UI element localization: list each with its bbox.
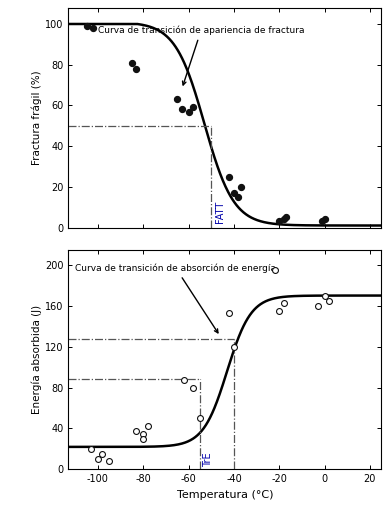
Point [179,105,185,113]
Point [326,297,332,305]
Text: FATT: FATT [215,201,224,224]
Point [321,291,328,300]
Point [231,189,237,197]
Point [315,302,321,310]
Point [145,422,151,430]
Point [319,218,325,226]
Text: Curva de transición de apariencia de fractura: Curva de transición de apariencia de fra… [98,25,304,85]
Point [95,455,101,463]
Point [88,445,94,453]
Point [129,58,135,67]
Text: Curva de transición de absorción de energía: Curva de transición de absorción de ener… [75,263,276,333]
Point [283,213,289,222]
Point [90,24,97,32]
Point [140,429,146,438]
Point [181,377,187,385]
Y-axis label: Fractura frágil (%): Fractura frágil (%) [32,70,42,165]
Point [133,426,140,435]
Point [231,343,237,351]
Point [281,299,287,307]
X-axis label: Temperatura (°C): Temperatura (°C) [177,490,273,500]
Point [238,183,244,191]
Point [226,309,233,317]
Text: TrE: TrE [203,453,213,467]
Point [99,450,106,458]
Point [190,384,196,392]
Y-axis label: Energía absorbida (J): Energía absorbida (J) [32,305,42,414]
Point [226,172,233,181]
Point [174,95,180,104]
Point [281,215,287,224]
Point [235,193,242,201]
Point [140,435,146,443]
Point [321,215,328,224]
Point [272,266,278,274]
Point [276,218,282,226]
Point [133,65,140,73]
Point [190,103,196,111]
Point [197,414,203,422]
Point [185,107,192,115]
Point [83,22,90,30]
Point [276,307,282,315]
Point [106,457,112,465]
